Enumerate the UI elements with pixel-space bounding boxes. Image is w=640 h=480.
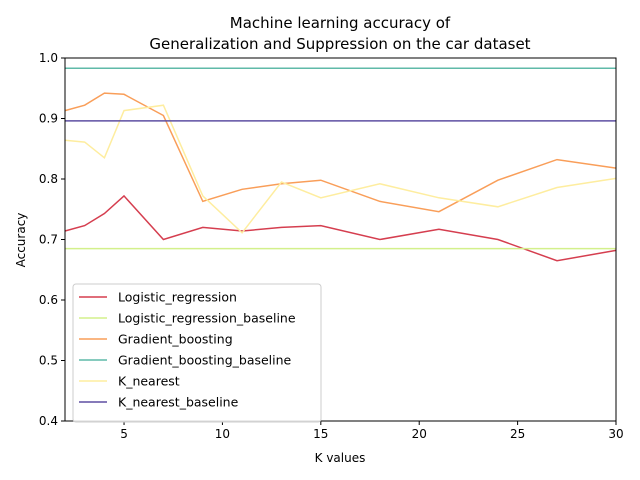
x-tick-label: 10 — [215, 427, 230, 441]
legend: Logistic_regression Logistic_regression_b… — [72, 283, 322, 423]
x-tick-label: 30 — [608, 427, 623, 441]
plot-frame — [64, 57, 617, 422]
legend-entry: Logistic_regression_baseline — [118, 311, 296, 326]
legend-entry: Gradient_boosting_baseline — [118, 353, 292, 368]
x-tick-label: 20 — [412, 427, 427, 441]
y-tick-label: 0.7 — [39, 233, 58, 247]
y-tick-label: 0.8 — [39, 172, 58, 186]
legend-entry: K_nearest — [118, 374, 180, 389]
y-tick-label: 0.5 — [39, 354, 58, 368]
x-axis-ticks: 5 10 15 20 25 30 — [120, 421, 624, 441]
y-axis-ticks: 0.4 0.5 0.6 0.7 0.8 0.9 1.0 — [39, 51, 65, 428]
plot-lines — [64, 67, 617, 262]
y-tick-label: 1.0 — [39, 51, 58, 65]
y-tick-label: 0.6 — [39, 293, 58, 307]
series-line-gradient-boosting — [64, 92, 617, 213]
legend-box — [72, 283, 322, 423]
x-tick-label: 25 — [510, 427, 525, 441]
y-tick-label: 0.4 — [39, 414, 58, 428]
series-line-k-nearest — [64, 104, 617, 234]
y-axis-label: Accuracy — [14, 213, 28, 268]
x-tick-label: 5 — [120, 427, 128, 441]
legend-entry: K_nearest_baseline — [118, 395, 239, 410]
legend-entry: Gradient_boosting — [118, 332, 233, 347]
x-axis-label: K values — [315, 451, 366, 465]
y-tick-label: 0.9 — [39, 112, 58, 126]
chart-title-line2: Generalization and Suppression on the ca… — [149, 35, 530, 53]
legend-entry: Logistic_regression — [118, 290, 237, 305]
series-line-logistic-regression — [64, 194, 617, 262]
x-tick-label: 15 — [313, 427, 328, 441]
chart-title-line1: Machine learning accuracy of — [230, 14, 451, 32]
